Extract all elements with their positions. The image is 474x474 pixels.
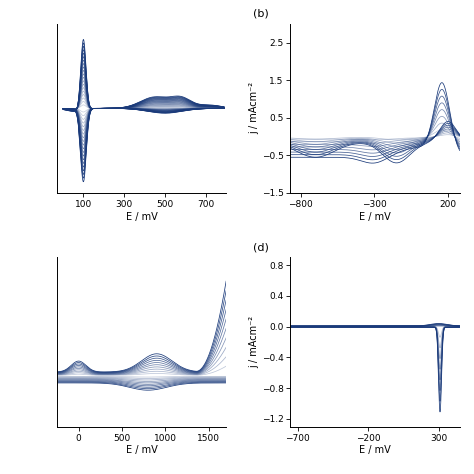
X-axis label: E / mV: E / mV <box>126 212 157 222</box>
Y-axis label: j / mAcm⁻²: j / mAcm⁻² <box>249 316 259 368</box>
X-axis label: E / mV: E / mV <box>359 212 391 222</box>
Text: (b): (b) <box>253 9 269 19</box>
Text: (d): (d) <box>253 243 269 253</box>
Y-axis label: j / mAcm⁻²: j / mAcm⁻² <box>249 82 259 135</box>
X-axis label: E / mV: E / mV <box>359 445 391 456</box>
X-axis label: E / mV: E / mV <box>126 445 157 456</box>
